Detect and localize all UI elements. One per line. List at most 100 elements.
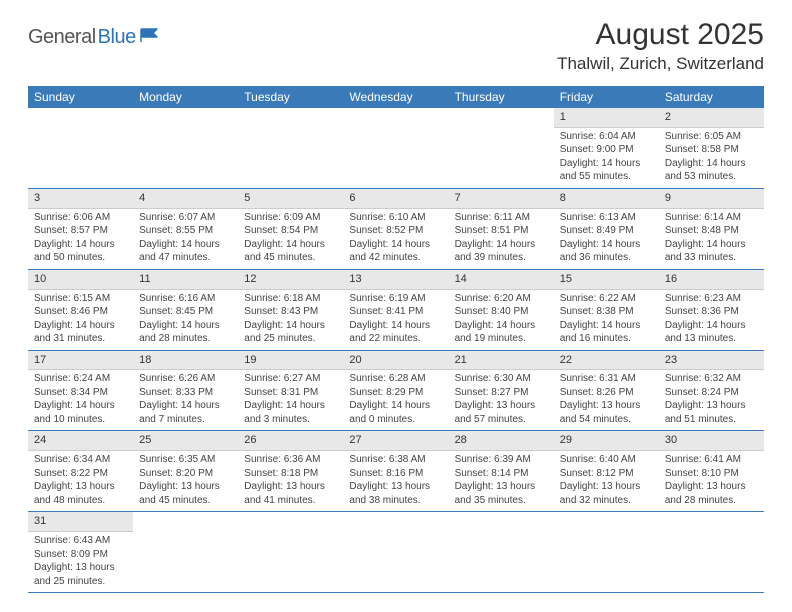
calendar-day-cell: 19Sunrise: 6:27 AMSunset: 8:31 PMDayligh… xyxy=(238,350,343,431)
sunset-text: Sunset: 8:10 PM xyxy=(665,467,758,481)
day-details: Sunrise: 6:04 AMSunset: 9:00 PMDaylight:… xyxy=(554,128,659,188)
sunset-text: Sunset: 8:26 PM xyxy=(560,386,653,400)
calendar-week-row: 24Sunrise: 6:34 AMSunset: 8:22 PMDayligh… xyxy=(28,431,764,512)
daylight-text: and 22 minutes. xyxy=(349,332,442,346)
day-number: 19 xyxy=(238,351,343,371)
daylight-text: Daylight: 14 hours xyxy=(244,399,337,413)
sunrise-text: Sunrise: 6:32 AM xyxy=(665,372,758,386)
daylight-text: Daylight: 14 hours xyxy=(244,319,337,333)
calendar-day-cell: 2Sunrise: 6:05 AMSunset: 8:58 PMDaylight… xyxy=(659,108,764,188)
daylight-text: and 3 minutes. xyxy=(244,413,337,427)
day-number: 21 xyxy=(449,351,554,371)
daylight-text: and 19 minutes. xyxy=(455,332,548,346)
sunrise-text: Sunrise: 6:22 AM xyxy=(560,292,653,306)
day-details: Sunrise: 6:27 AMSunset: 8:31 PMDaylight:… xyxy=(238,370,343,430)
daylight-text: Daylight: 13 hours xyxy=(244,480,337,494)
calendar-day-cell: 5Sunrise: 6:09 AMSunset: 8:54 PMDaylight… xyxy=(238,188,343,269)
day-details: Sunrise: 6:35 AMSunset: 8:20 PMDaylight:… xyxy=(133,451,238,511)
day-number: 24 xyxy=(28,431,133,451)
daylight-text: and 48 minutes. xyxy=(34,494,127,508)
day-details: Sunrise: 6:19 AMSunset: 8:41 PMDaylight:… xyxy=(343,290,448,350)
weekday-header: Tuesday xyxy=(238,86,343,108)
sunset-text: Sunset: 8:36 PM xyxy=(665,305,758,319)
calendar-day-cell: 9Sunrise: 6:14 AMSunset: 8:48 PMDaylight… xyxy=(659,188,764,269)
day-details: Sunrise: 6:15 AMSunset: 8:46 PMDaylight:… xyxy=(28,290,133,350)
day-details: Sunrise: 6:26 AMSunset: 8:33 PMDaylight:… xyxy=(133,370,238,430)
calendar-day-cell: 20Sunrise: 6:28 AMSunset: 8:29 PMDayligh… xyxy=(343,350,448,431)
sunrise-text: Sunrise: 6:19 AM xyxy=(349,292,442,306)
sunrise-text: Sunrise: 6:26 AM xyxy=(139,372,232,386)
sunrise-text: Sunrise: 6:27 AM xyxy=(244,372,337,386)
sunrise-text: Sunrise: 6:30 AM xyxy=(455,372,548,386)
sunset-text: Sunset: 8:52 PM xyxy=(349,224,442,238)
calendar-day-cell xyxy=(28,108,133,188)
sunrise-text: Sunrise: 6:14 AM xyxy=(665,211,758,225)
sunset-text: Sunset: 8:48 PM xyxy=(665,224,758,238)
weekday-header-row: Sunday Monday Tuesday Wednesday Thursday… xyxy=(28,86,764,108)
day-details: Sunrise: 6:05 AMSunset: 8:58 PMDaylight:… xyxy=(659,128,764,188)
flag-icon xyxy=(140,27,162,48)
daylight-text: and 32 minutes. xyxy=(560,494,653,508)
daylight-text: and 45 minutes. xyxy=(139,494,232,508)
calendar-week-row: 1Sunrise: 6:04 AMSunset: 9:00 PMDaylight… xyxy=(28,108,764,188)
calendar-day-cell xyxy=(238,512,343,593)
sunset-text: Sunset: 8:29 PM xyxy=(349,386,442,400)
day-number: 6 xyxy=(343,189,448,209)
day-number: 1 xyxy=(554,108,659,128)
daylight-text: Daylight: 14 hours xyxy=(139,319,232,333)
daylight-text: Daylight: 14 hours xyxy=(665,157,758,171)
day-number: 16 xyxy=(659,270,764,290)
day-details: Sunrise: 6:43 AMSunset: 8:09 PMDaylight:… xyxy=(28,532,133,592)
day-details: Sunrise: 6:34 AMSunset: 8:22 PMDaylight:… xyxy=(28,451,133,511)
daylight-text: and 55 minutes. xyxy=(560,170,653,184)
daylight-text: Daylight: 13 hours xyxy=(34,480,127,494)
calendar-day-cell xyxy=(659,512,764,593)
calendar-week-row: 10Sunrise: 6:15 AMSunset: 8:46 PMDayligh… xyxy=(28,269,764,350)
sunrise-text: Sunrise: 6:10 AM xyxy=(349,211,442,225)
daylight-text: Daylight: 14 hours xyxy=(665,319,758,333)
sunrise-text: Sunrise: 6:18 AM xyxy=(244,292,337,306)
daylight-text: and 54 minutes. xyxy=(560,413,653,427)
day-details: Sunrise: 6:31 AMSunset: 8:26 PMDaylight:… xyxy=(554,370,659,430)
sunset-text: Sunset: 8:31 PM xyxy=(244,386,337,400)
calendar-day-cell: 24Sunrise: 6:34 AMSunset: 8:22 PMDayligh… xyxy=(28,431,133,512)
sunset-text: Sunset: 8:14 PM xyxy=(455,467,548,481)
logo-text-general: General xyxy=(28,26,96,49)
day-number: 18 xyxy=(133,351,238,371)
sunrise-text: Sunrise: 6:06 AM xyxy=(34,211,127,225)
calendar-day-cell xyxy=(449,108,554,188)
calendar-day-cell: 22Sunrise: 6:31 AMSunset: 8:26 PMDayligh… xyxy=(554,350,659,431)
sunset-text: Sunset: 8:34 PM xyxy=(34,386,127,400)
title-block: August 2025 Thalwil, Zurich, Switzerland xyxy=(557,18,764,74)
daylight-text: Daylight: 13 hours xyxy=(665,399,758,413)
sunrise-text: Sunrise: 6:16 AM xyxy=(139,292,232,306)
location-subtitle: Thalwil, Zurich, Switzerland xyxy=(557,54,764,74)
day-number: 28 xyxy=(449,431,554,451)
daylight-text: and 10 minutes. xyxy=(34,413,127,427)
weekday-header: Wednesday xyxy=(343,86,448,108)
daylight-text: Daylight: 14 hours xyxy=(560,238,653,252)
day-number: 7 xyxy=(449,189,554,209)
sunset-text: Sunset: 8:24 PM xyxy=(665,386,758,400)
sunset-text: Sunset: 8:33 PM xyxy=(139,386,232,400)
day-number: 10 xyxy=(28,270,133,290)
sunrise-text: Sunrise: 6:31 AM xyxy=(560,372,653,386)
sunset-text: Sunset: 8:40 PM xyxy=(455,305,548,319)
daylight-text: and 50 minutes. xyxy=(34,251,127,265)
sunrise-text: Sunrise: 6:04 AM xyxy=(560,130,653,144)
daylight-text: and 35 minutes. xyxy=(455,494,548,508)
sunrise-text: Sunrise: 6:36 AM xyxy=(244,453,337,467)
weekday-header: Monday xyxy=(133,86,238,108)
daylight-text: Daylight: 14 hours xyxy=(244,238,337,252)
sunset-text: Sunset: 8:12 PM xyxy=(560,467,653,481)
day-details: Sunrise: 6:30 AMSunset: 8:27 PMDaylight:… xyxy=(449,370,554,430)
day-number: 25 xyxy=(133,431,238,451)
calendar-day-cell xyxy=(133,108,238,188)
day-details: Sunrise: 6:09 AMSunset: 8:54 PMDaylight:… xyxy=(238,209,343,269)
sunset-text: Sunset: 8:55 PM xyxy=(139,224,232,238)
day-number: 12 xyxy=(238,270,343,290)
day-number: 11 xyxy=(133,270,238,290)
calendar-table: Sunday Monday Tuesday Wednesday Thursday… xyxy=(28,86,764,593)
calendar-day-cell: 23Sunrise: 6:32 AMSunset: 8:24 PMDayligh… xyxy=(659,350,764,431)
day-number: 3 xyxy=(28,189,133,209)
